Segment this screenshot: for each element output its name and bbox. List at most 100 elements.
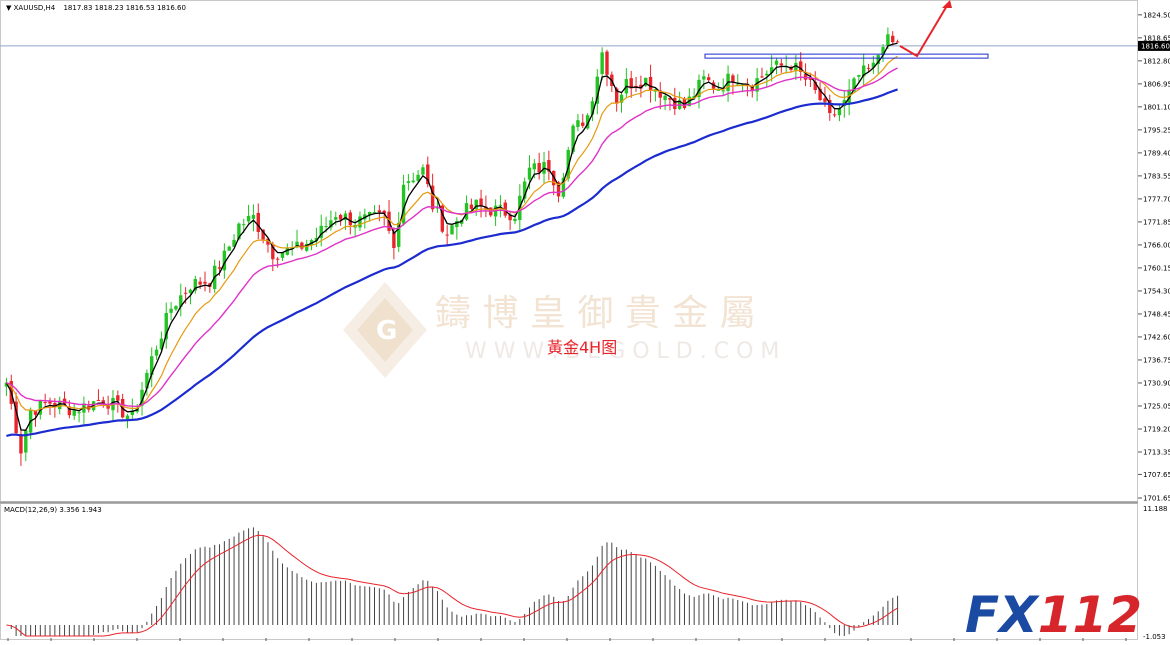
candle-body (716, 89, 721, 91)
y-tick-label: 1824.50 (1143, 11, 1170, 19)
candle-body (508, 214, 512, 221)
candle-body (193, 278, 198, 291)
candle-body (765, 73, 769, 76)
watermark-caption: 黃金4H图 (547, 338, 617, 357)
candle-body (188, 289, 193, 294)
macd-header: MACD(12,26,9) 3.356 1.943 (4, 506, 102, 514)
candle-body (842, 100, 846, 106)
candle-body (145, 372, 149, 389)
watermark-logo-letter: G (376, 316, 397, 346)
candle-body (445, 234, 449, 236)
candle-body (348, 212, 352, 226)
symbol-header: ▼ XAUUSD,H4 1817.83 1818.23 1816.53 1816… (6, 4, 186, 12)
candle-body (154, 349, 159, 356)
candle-body (779, 63, 784, 66)
candle-body (513, 218, 517, 222)
candle-body (644, 77, 648, 86)
candle-body (246, 215, 251, 222)
candle-body (382, 210, 386, 214)
candle-body (401, 184, 406, 224)
forecast-arrow-head (942, 0, 952, 8)
candle-body (334, 217, 338, 220)
candle-body (300, 242, 304, 249)
candle-body (101, 400, 105, 404)
candle-body (232, 239, 236, 247)
candle-body (367, 211, 372, 216)
y-tick-label: 1725.05 (1143, 402, 1170, 410)
forecast-arrow (899, 3, 949, 58)
y-tick-label: 1766.00 (1143, 241, 1170, 249)
ma-line-slow (6, 67, 898, 408)
annotations-layer (704, 0, 989, 59)
ma-line-long (6, 88, 898, 437)
candle-body (595, 76, 599, 104)
candle-body (673, 97, 677, 110)
candle-body (242, 224, 246, 226)
candle-body (629, 78, 633, 89)
candle-body (266, 238, 270, 245)
candle-body (237, 223, 241, 240)
symbol-label: XAUUSD,H4 (14, 4, 56, 12)
candle-body (130, 410, 135, 416)
candle-body (692, 96, 696, 99)
candle-body (706, 77, 711, 81)
watermark-chinese: 鑄 博 皇 御 貴 金 屬 (435, 293, 756, 334)
macd-y-tick-label: -1.053 (1143, 633, 1166, 641)
candle-body (106, 404, 110, 409)
candle-body (183, 292, 188, 294)
candle-body (794, 62, 798, 72)
candle-body (53, 403, 57, 408)
candle-body (571, 125, 575, 152)
candle-body (116, 395, 120, 401)
macd-y-tick-label: 11.188 (1143, 505, 1168, 513)
candle-body (271, 245, 275, 260)
candle-body (261, 229, 265, 240)
candle-body (721, 90, 725, 92)
candle-body (421, 167, 425, 175)
candle-body (125, 415, 130, 420)
candle-body (24, 430, 28, 453)
candle-body (169, 308, 173, 313)
candle-body (581, 122, 585, 126)
candle-body (731, 75, 735, 83)
candle-body (895, 41, 900, 43)
candle-body (285, 247, 290, 255)
candle-body (891, 35, 895, 43)
candle-body (857, 75, 861, 77)
y-tick-label: 1742.60 (1143, 333, 1170, 341)
y-tick-label: 1818.65 (1143, 34, 1170, 42)
y-tick-label: 1748.45 (1143, 310, 1170, 318)
candle-body (324, 226, 328, 228)
candle-body (377, 210, 382, 213)
candle-body (397, 222, 401, 247)
candle-body (372, 211, 377, 213)
candle-body (736, 84, 740, 86)
candle-body (217, 267, 222, 269)
candle-body (861, 65, 866, 77)
candle-body (619, 94, 624, 103)
candle-body (532, 163, 537, 170)
candle-body (464, 203, 469, 220)
candle-body (469, 204, 474, 209)
candle-body (866, 67, 871, 69)
candle-body (668, 97, 672, 100)
candle-body (4, 382, 9, 387)
candle-body (416, 174, 420, 181)
candle-body (435, 207, 440, 209)
candle-body (338, 215, 343, 220)
candle-body (450, 225, 454, 235)
candle-body (295, 241, 299, 248)
candle-body (479, 198, 483, 206)
macd-signal-line (6, 534, 898, 637)
price-axis: 1824.50 1818.65 1812.80 1806.95 1801.10 1795.… (1138, 11, 1170, 503)
candle-body (48, 401, 52, 404)
candle-body (203, 281, 207, 284)
candle-body (474, 199, 478, 209)
current-price-label: 1816.60 (1141, 42, 1170, 50)
candle-body (828, 99, 832, 113)
candle-body (455, 220, 459, 228)
candle-body (774, 60, 779, 65)
candle-body (38, 400, 43, 415)
